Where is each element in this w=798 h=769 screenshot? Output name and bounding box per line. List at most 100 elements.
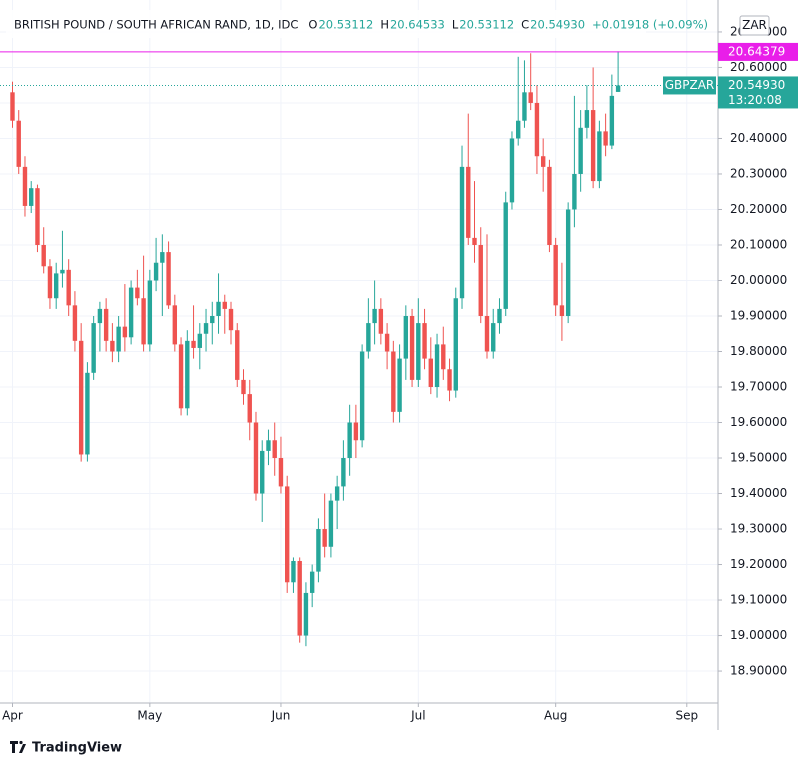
candle-body [172,305,178,345]
candle-body [147,280,153,345]
candle-body [72,305,78,341]
y-tick-label: 19.60000 [730,415,787,429]
candle-body [528,92,533,103]
x-tick-label: Apr [2,709,23,723]
candle-body [97,308,103,324]
candle-body [422,323,427,359]
candle-body [53,273,59,299]
candle-body [403,315,409,359]
candle-body [41,244,46,267]
candle-body [85,372,90,455]
ohlc-value: 20.64533 [390,18,445,32]
symbol-tag-label: GBPZAR [665,78,715,92]
candle-body [522,92,527,121]
y-tick-label: 20.00000 [730,273,787,287]
footer-brand: TradingView [32,741,122,756]
candle-body [60,269,65,274]
logo-dot [19,740,23,745]
candle-body [366,323,371,352]
candle-body [303,592,309,636]
y-tick-label: 19.50000 [730,451,787,465]
candle-body [10,92,15,121]
candle-body [216,301,221,316]
candle-body [47,266,53,299]
candle-body [166,252,171,306]
candle-body [191,340,196,348]
candle-body [497,308,502,324]
candle-body [334,486,340,501]
candle-body [559,305,565,316]
ohlc-key: O [308,18,317,32]
x-tick-label: Jun [271,709,291,723]
candle-body [359,351,365,441]
ohlc-key: H [380,18,389,32]
candle-body [322,529,327,547]
candle-body [547,166,552,245]
candle-body [22,166,28,206]
candle-body [503,202,508,309]
candle-body [266,440,271,451]
candle-body [253,422,259,494]
y-tick-label: 19.40000 [730,486,787,500]
candle-body [128,287,134,338]
candle-body [197,333,202,348]
candle-body [478,244,483,316]
candle-body [203,323,209,334]
candle-body [609,95,615,146]
last-price-box [718,76,798,109]
x-tick-label: Jul [410,709,425,723]
candle-body [272,440,277,459]
candle-body [135,287,140,299]
candle-body [347,422,352,459]
candle-body [110,340,115,352]
grid [0,0,718,703]
candle-body [29,188,34,206]
candle-body [597,131,602,182]
y-tick-label: 20.20000 [730,202,787,216]
change-label: +0.01918 (+0.09%) [592,18,708,32]
candle-body [78,340,84,455]
candle-body [565,209,571,316]
candle-body [228,308,234,331]
countdown-label: 13:20:08 [728,93,782,107]
candle-body [160,252,165,263]
ohlc-key: C [521,18,529,32]
ohlc-key: L [452,18,459,32]
candle-body [278,458,284,487]
candle-body [210,315,215,324]
candle-body [603,131,608,146]
candle-body [584,110,590,128]
y-tick-label: 20.60000 [730,60,787,74]
candle-body [397,358,402,412]
x-tick-label: May [137,709,162,723]
candle-body [285,486,290,583]
candle-body [540,156,546,167]
candle-body [384,333,390,352]
y-tick-label: 19.90000 [730,308,787,322]
y-tick-label: 20.30000 [730,166,787,180]
candle-body [472,237,477,245]
y-tick-label: 18.90000 [730,664,787,678]
candle-body [372,308,377,324]
candle-body [316,529,321,572]
currency-box [739,15,770,36]
candle-body [434,344,440,388]
candle-body [16,120,21,167]
candle-body [297,560,302,636]
y-tick-label: 20.40000 [730,131,787,145]
candle-body [447,369,452,391]
logo: TradingView [10,741,122,756]
ohlc-value: 20.53112 [459,18,514,32]
candle-body [222,301,227,309]
candle-body [178,344,184,409]
candle-body [122,326,128,338]
candle-body [441,344,446,370]
y-tick-label: 19.00000 [730,628,787,642]
currency-label: ZAR [742,18,767,32]
candle-body [103,308,109,341]
candle-body [91,323,96,373]
candle-body [291,560,296,583]
candle-body [416,323,421,380]
